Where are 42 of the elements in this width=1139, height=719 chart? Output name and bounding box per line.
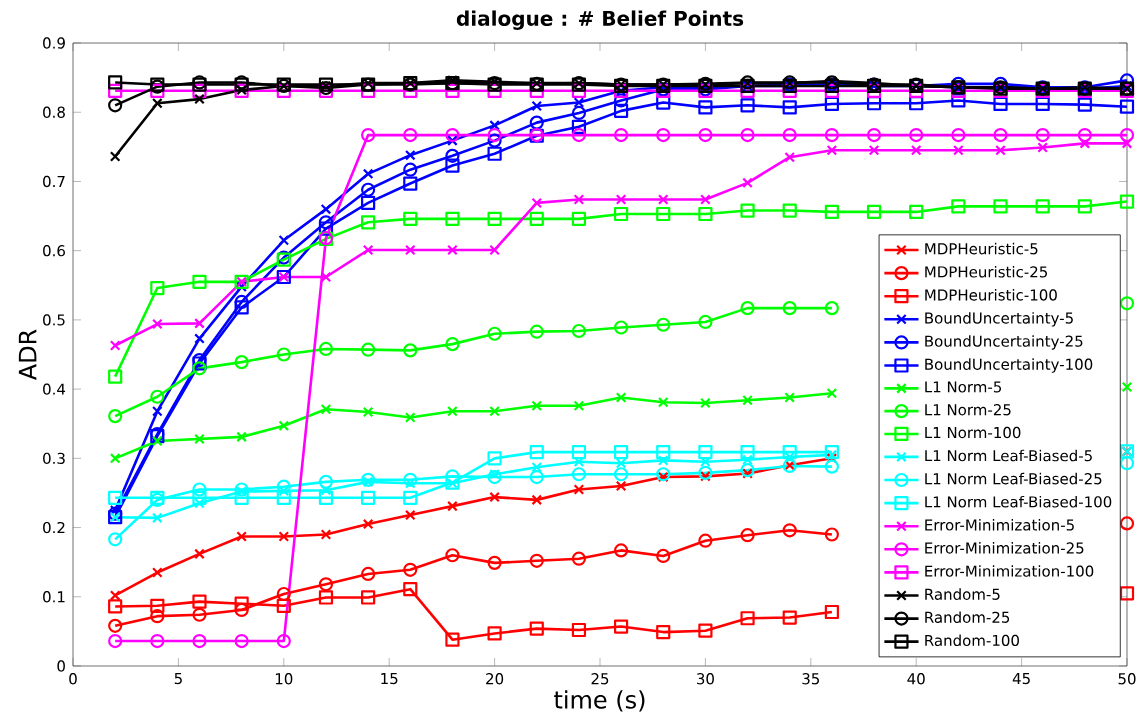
x-tick-label: 15 [381,673,398,685]
legend-label: L1 Norm Leaf-Biased-5 [925,449,1092,462]
legend-label: Random-25 [925,611,1010,623]
y-tick-label: 0.1 [43,591,65,603]
legend-label: Error-Minimization-100 [925,565,1094,577]
x-tick-label: 30 [696,673,714,685]
legend-label: BoundUncertainty-5 [925,312,1073,327]
y-tick-label: 0.6 [43,245,65,257]
y-tick-label: 0 [57,660,65,672]
y-tick-label: 0.7 [43,175,65,188]
chart-title: dialogue : # Belief Points [456,10,744,30]
x-tick-label: 5 [174,673,182,685]
legend-label: BoundUncertainty-25 [925,335,1083,350]
legend-label: L1 Norm-100 [925,426,1021,439]
legend-label: L1 Norm-5 [925,381,1002,393]
legend-label: MDPHeuristic-5 [925,242,1038,255]
y-tick-label: 0.9 [43,37,65,49]
x-tick-label: 50 [1118,673,1136,685]
x-axis-title: time (s) [554,690,645,712]
x-tick-label: 20 [486,673,504,685]
legend-label: L1 Norm-25 [925,404,1011,416]
y-axis-title: ADR [18,329,37,381]
x-tick-label: 0 [69,673,77,685]
legend-label: L1 Norm Leaf-Biased-25 [925,472,1102,485]
x-tick-label: 40 [907,673,925,685]
legend-label: MDPHeuristic-25 [925,265,1047,278]
x-tick-label: 25 [591,673,609,685]
legend-label: MDPHeuristic-100 [925,289,1057,301]
y-tick-label: 0.4 [43,383,66,395]
y-tick-label: 0.5 [43,314,65,326]
legend-label: BoundUncertainty-100 [925,358,1093,373]
x-tick-label: 10 [275,673,293,685]
legend-label: Random-5 [925,588,1000,600]
x-tick-label: 35 [802,673,820,685]
y-tick-label: 0.8 [43,106,65,118]
legend-label: Error-Minimization-25 [925,542,1084,554]
legend-label: L1 Norm Leaf-Biased-100 [925,495,1112,508]
y-tick-label: 0.3 [43,452,65,465]
y-tick-label: 0.2 [43,521,65,534]
legend-label: Error-Minimization-5 [925,519,1074,531]
x-tick-label: 45 [1012,673,1030,685]
legend-label: Random-100 [925,634,1019,647]
